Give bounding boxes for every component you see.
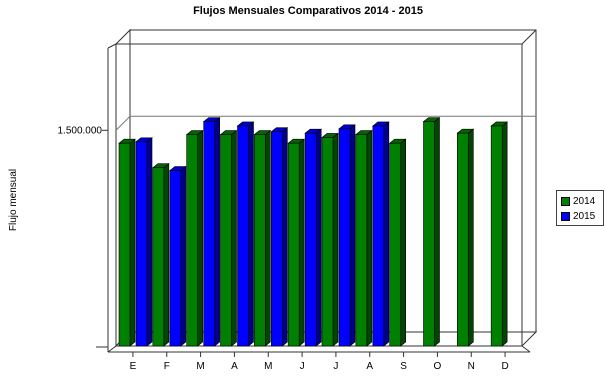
bar-2015-A — [371, 121, 390, 347]
bar-front — [118, 142, 131, 347]
bar-side — [197, 129, 203, 347]
bar-side — [349, 124, 356, 347]
bar-side — [214, 117, 220, 347]
x-tick-label-N: N — [468, 361, 475, 372]
bar-2014-O — [422, 117, 441, 347]
bar-2014-F — [151, 163, 170, 347]
bar-front — [169, 170, 182, 347]
bar-2014-M — [185, 129, 204, 347]
bar-2014-E — [118, 138, 136, 347]
bar-front — [287, 142, 300, 347]
bar-front — [321, 137, 334, 347]
bar-2015-M — [202, 117, 221, 347]
legend: 2014 2015 — [556, 190, 604, 226]
bar-2014-J — [287, 138, 306, 347]
y-axis-label: Flujo mensual — [8, 169, 19, 231]
bar-side — [468, 128, 474, 347]
bar-front — [304, 132, 317, 347]
x-tick-label-F: F — [164, 361, 170, 372]
bar-side — [383, 121, 390, 347]
bar-2014-M — [253, 129, 272, 347]
bar-front — [237, 125, 249, 347]
bar-front — [355, 134, 368, 347]
bars — [118, 117, 509, 347]
chart-title: Flujos Mensuales Comparativos 2014 - 201… — [193, 5, 423, 17]
bar-front — [423, 121, 435, 347]
bar-side — [501, 121, 508, 347]
y-axis-ticks: 1.500.000 — [58, 125, 108, 348]
bar-front — [220, 134, 232, 347]
bar-front — [186, 134, 198, 347]
x-axis-end — [521, 345, 531, 353]
x-tick-label-A: A — [231, 361, 238, 372]
bar-2015-E — [135, 137, 153, 347]
bar-side — [366, 129, 373, 347]
x-tick-label-M: M — [196, 361, 204, 372]
bar-2014-J — [321, 132, 339, 347]
bar-side — [315, 128, 322, 347]
bar-front — [203, 121, 215, 347]
bar-side — [282, 127, 288, 347]
right-top-edge — [521, 29, 537, 45]
bar-front — [271, 131, 283, 347]
legend-label-2014: 2014 — [573, 195, 596, 207]
bar-side — [265, 129, 271, 347]
bar-side — [298, 138, 305, 347]
bar-2015-J — [338, 124, 356, 347]
x-tick-label-O: O — [434, 361, 442, 372]
x-tick-label-S: S — [400, 361, 407, 372]
x-tick-label-J: J — [300, 361, 305, 372]
legend-item-2014: 2014 — [561, 195, 595, 207]
x-tick-label-M: M — [264, 361, 272, 372]
bar-front — [152, 167, 165, 347]
gridline-side — [115, 115, 131, 131]
legend-swatch-2015 — [561, 211, 570, 221]
gridlines — [115, 115, 536, 131]
bar-2015-J — [304, 128, 323, 347]
legend-swatch-2014 — [561, 196, 570, 206]
bar-front — [457, 132, 469, 347]
bar-side — [180, 165, 187, 347]
x-tick-label-J: J — [333, 361, 338, 372]
bar-front — [254, 134, 266, 347]
bar-2014-N — [456, 128, 475, 347]
bar-2015-A — [236, 121, 255, 347]
legend-label-2015: 2015 — [573, 210, 596, 222]
bar-2014-S — [388, 138, 407, 347]
legend-item-2015: 2015 — [561, 210, 595, 222]
bar-side — [400, 138, 406, 347]
x-axis-corner — [107, 345, 117, 353]
x-tick-label-A: A — [366, 361, 373, 372]
bar-front — [389, 142, 401, 347]
bar-side — [434, 117, 440, 347]
bar-side — [231, 129, 237, 347]
bar-front — [490, 125, 503, 347]
x-tick-label-E: E — [130, 361, 137, 372]
bar-side — [146, 137, 153, 347]
x-tick-label-D: D — [501, 361, 508, 372]
bar-front — [338, 128, 351, 347]
bar-side — [248, 121, 254, 347]
bar-2014-D — [490, 121, 509, 347]
y-axis-top — [107, 43, 117, 49]
bar-side — [163, 163, 170, 347]
bar-side — [332, 132, 339, 347]
bar-side — [129, 138, 136, 347]
bar-2014-A — [354, 129, 373, 347]
y-tick-label: 1.500.000 — [58, 125, 103, 136]
bar-2015-F — [168, 165, 187, 347]
bar-front — [135, 141, 148, 347]
bar-front — [372, 125, 385, 347]
bar-2015-M — [270, 127, 289, 347]
bar-2014-A — [219, 129, 238, 347]
